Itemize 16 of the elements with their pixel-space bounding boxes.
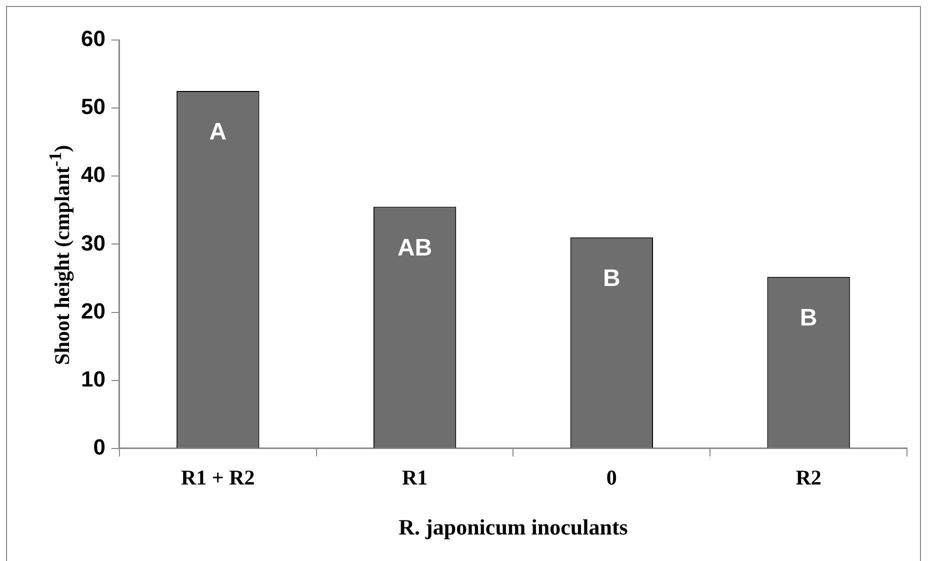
y-tick-label: 40	[80, 162, 106, 188]
y-tick-label: 60	[80, 26, 106, 52]
annotation: AB	[397, 234, 432, 262]
x-tick-label: R2	[796, 465, 822, 490]
annotation: B	[800, 304, 818, 332]
y-tick-label: 20	[80, 298, 106, 324]
x-tick-label: R1	[402, 465, 428, 490]
x-axis-title: R. japonicum inoculants	[398, 514, 628, 540]
y-tick-label: 0	[93, 434, 106, 460]
x-tick-label: R1 + R2	[181, 465, 255, 490]
y-tick-label: 50	[80, 94, 106, 120]
annotation: B	[603, 265, 620, 292]
x-tick-label: 0	[606, 465, 617, 490]
annotation: A	[209, 118, 227, 146]
y-tick-label: 10	[80, 366, 106, 392]
y-tick-label: 30	[80, 230, 106, 256]
